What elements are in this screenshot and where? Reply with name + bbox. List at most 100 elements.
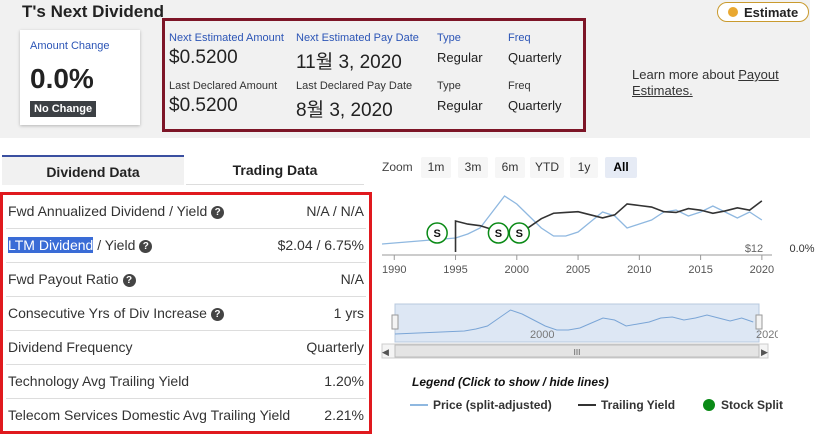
amount-change-card: Amount Change 0.0% No Change [20,30,140,125]
table-row: LTM Dividend / Yield? $2.04 / 6.75% [6,229,366,263]
row-value: 2.21% [324,407,364,423]
help-icon[interactable]: ? [210,308,224,321]
tab-trading-data[interactable]: Trading Data [186,155,364,185]
last-amount-value: $0.5200 [169,95,238,116]
price-line-swatch-icon [410,404,428,406]
x-tick-label: 1990 [382,264,406,276]
legend-item-yield[interactable]: Trailing Yield [578,398,675,412]
legend-yield-label: Trailing Yield [601,398,676,412]
next-pay-value: 11월 3, 2020 [296,52,402,73]
payout-estimates-link-part1[interactable]: Payout [738,67,779,82]
learn-more-text: Learn more about Payout Estimates. [632,67,779,99]
table-row: Dividend Frequency Quarterly [6,331,366,365]
zoom-label: Zoom [382,160,413,174]
row-label-highlight: LTM Dividend [8,237,94,253]
x-tick-label: 1995 [443,264,467,276]
legend-item-price[interactable]: Price (split-adjusted) [410,398,552,412]
tab-dividend-data[interactable]: Dividend Data [2,155,184,185]
estimate-button[interactable]: Estimate [717,2,809,22]
zoom-1y-button[interactable]: 1y [570,157,598,178]
row-value: 1.20% [324,373,364,389]
row-value: Quarterly [306,339,364,355]
table-row: Telecom Services Domestic Avg Trailing Y… [6,399,366,433]
stock-split-marker[interactable] [487,222,510,244]
row-value: 1 yrs [333,305,364,321]
row-value: N/A / N/A [306,203,364,219]
navigator-left-handle[interactable] [391,314,399,330]
freq-value: Quarterly [508,50,562,65]
table-row: Consecutive Yrs of Div Increase? 1 yrs [6,297,366,331]
legend-item-split[interactable]: Stock Split [703,398,783,412]
x-tick-label: 2020 [750,264,774,276]
type2-cell: Type Regular [437,80,483,113]
row-value: $2.04 / 6.75% [277,237,364,253]
learn-more-prefix: Learn more about [632,67,739,82]
estimates-box: Next Estimated Amount $0.5200 Next Estim… [162,18,586,132]
type-cell: Type Regular [437,32,483,65]
next-amount-cell: Next Estimated Amount $0.5200 [169,32,284,69]
type-value: Regular [437,50,483,65]
last-amount-cell: Last Declared Amount $0.5200 [169,80,277,117]
zoom-ytd-button[interactable]: YTD [530,157,564,178]
freq-cell: Freq Quarterly [508,32,561,65]
scroll-grip-icon: III [574,348,581,357]
price-series-line [381,195,763,245]
scroll-left-arrow-icon[interactable]: ◀ [382,347,389,357]
estimate-dot-icon [728,7,738,17]
row-label: Fwd Payout Ratio [8,271,119,287]
dividend-data-table: Fwd Annualized Dividend / Yield? N/A / N… [0,192,372,434]
table-row: Fwd Annualized Dividend / Yield? N/A / N… [6,195,366,229]
freq-label: Freq [508,32,531,44]
freq2-cell: Freq Quarterly [508,80,561,113]
amount-change-value: 0.0% [30,63,94,94]
legend-title: Legend (Click to show / hide lines) [412,375,609,389]
scroll-right-arrow-icon[interactable]: ▶ [761,347,768,357]
stock-split-marker-label: S [495,228,502,240]
type2-value: Regular [437,98,483,113]
row-label: Consecutive Yrs of Div Increase [8,305,207,321]
zoom-6m-button[interactable]: 6m [495,157,525,178]
row-label: Telecom Services Domestic Avg Trailing Y… [8,407,291,423]
navigator-series-line [394,309,754,335]
freq2-label: Freq [508,80,531,92]
row-label: Dividend Frequency [8,339,133,355]
payout-estimates-link-part2[interactable]: Estimates. [632,83,693,98]
last-pay-value: 8월 3, 2020 [296,100,393,121]
navigator-year-label: 2000 [530,329,554,341]
stock-split-marker-label: S [433,228,440,240]
zoom-3m-button[interactable]: 3m [458,157,488,178]
next-amount-label: Next Estimated Amount [169,32,284,44]
table-row: Technology Avg Trailing Yield 1.20% [6,365,366,399]
next-dividend-panel: T's Next Dividend Estimate Amount Change… [0,0,810,138]
page-title: T's Next Dividend [22,2,164,21]
navigator-right-handle[interactable] [755,314,763,330]
row-label: / Yield [93,237,136,253]
navigator-scrollbar-thumb[interactable] [394,344,760,358]
legend-price-label: Price (split-adjusted) [433,398,552,412]
x-tick-group: 1990 1995 2000 2005 2010 2015 2020 [382,255,774,276]
estimate-button-label: Estimate [744,4,799,20]
next-pay-cell: Next Estimated Pay Date 11월 3, 2020 [296,32,419,74]
legend-split-label: Stock Split [721,398,784,412]
zoom-all-button[interactable]: All [605,157,637,178]
help-icon[interactable]: ? [122,274,136,287]
y-right-price-label: $12 [745,243,763,255]
help-icon[interactable]: ? [211,206,225,219]
status-badge: No Change [30,101,97,117]
stock-split-marker[interactable] [426,222,448,244]
row-label: Fwd Annualized Dividend / Yield [8,203,208,219]
stock-split-marker[interactable] [508,222,530,244]
zoom-1m-button[interactable]: 1m [421,157,451,178]
help-icon[interactable]: ? [139,240,153,253]
table-row: Fwd Payout Ratio? N/A [6,263,366,297]
dividend-chart[interactable]: 1990 1995 2000 2005 2010 2015 2020 S S S $12 0.0… [378,186,818,276]
row-value: N/A [340,271,364,287]
range-navigator[interactable]: 2000 2020 ◀ ▶ III [378,298,778,360]
x-tick-label: 2000 [505,264,529,276]
stock-split-marker-label: S [516,228,523,240]
navigator-selected-range[interactable] [394,303,760,343]
x-tick-label: 2005 [566,264,590,276]
yield-line-swatch-icon [578,404,596,406]
x-tick-label: 2015 [688,264,712,276]
